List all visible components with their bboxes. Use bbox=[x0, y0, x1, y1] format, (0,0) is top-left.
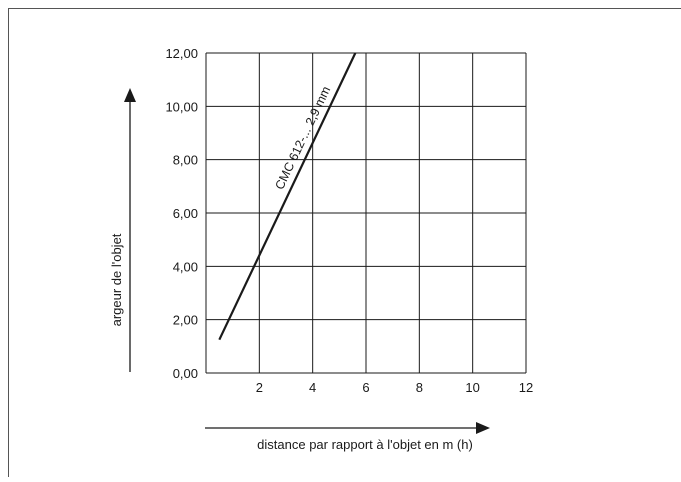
series-line bbox=[218, 52, 357, 341]
x-tick-label: 2 bbox=[256, 380, 263, 395]
y-tick-label: 12,00 bbox=[165, 46, 198, 61]
series-label: CMC 612-... 2,9 mm bbox=[272, 84, 333, 192]
x-tick-label: 4 bbox=[309, 380, 316, 395]
y-arrow-head bbox=[124, 88, 136, 102]
x-tick-label: 10 bbox=[465, 380, 479, 395]
y-tick-label: 4,00 bbox=[173, 259, 198, 274]
y-axis-label: argeur de l'objet bbox=[109, 233, 124, 326]
y-tick-label: 0,00 bbox=[173, 366, 198, 381]
y-tick-label: 2,00 bbox=[173, 313, 198, 328]
y-tick-label: 10,00 bbox=[165, 99, 198, 114]
x-axis-label: distance par rapport à l'objet en m (h) bbox=[257, 437, 473, 452]
tick-labels: 2 4 6 8 10 12 0,00 2,00 4,00 6,00 8,00 10,00 12,00 bbox=[165, 46, 533, 395]
series-layer: CMC 612-... 2,9 mm bbox=[218, 52, 357, 341]
x-arrow-head bbox=[476, 422, 490, 434]
x-tick-label: 12 bbox=[519, 380, 533, 395]
grid bbox=[205, 52, 527, 374]
y-tick-label: 8,00 bbox=[173, 153, 198, 168]
y-tick-label: 6,00 bbox=[173, 206, 198, 221]
x-tick-label: 6 bbox=[362, 380, 369, 395]
x-tick-label: 8 bbox=[416, 380, 423, 395]
